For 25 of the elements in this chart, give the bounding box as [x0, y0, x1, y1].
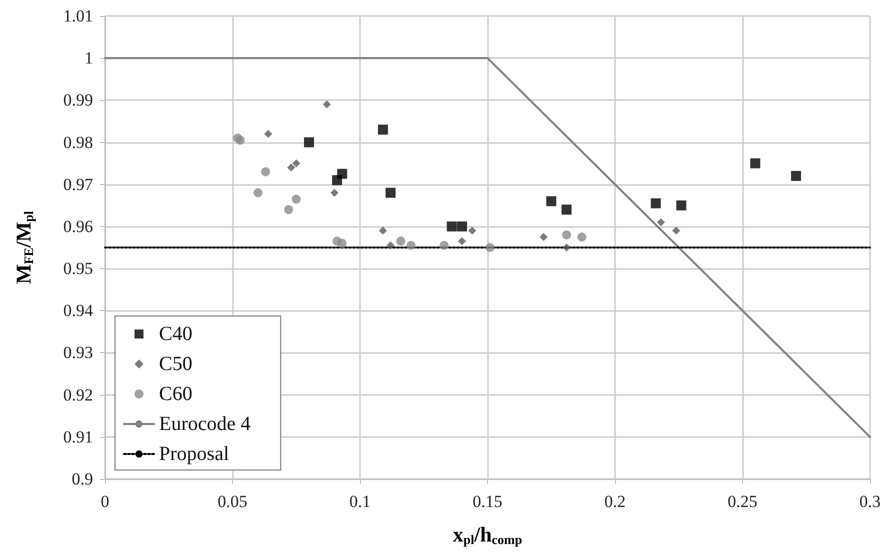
y-tick-label: 1.01: [63, 6, 93, 26]
y-tick-label: 0.9: [72, 470, 93, 488]
x-tick-label: 0.15: [472, 492, 502, 511]
x-tick-label: 0.2: [604, 492, 626, 511]
legend-label: C40: [159, 323, 192, 345]
y-tick-label: 0.92: [63, 385, 93, 404]
y-tick-label: 0.93: [63, 343, 93, 362]
y-tick-label: 0.99: [63, 90, 93, 110]
y-axis-title: MFE/Mpl: [12, 210, 36, 284]
x-tick-label: 0.3: [859, 492, 881, 511]
legend-label: Proposal: [159, 443, 230, 465]
y-tick-label: 0.97: [63, 174, 94, 194]
legend-label: Eurocode 4: [159, 413, 251, 435]
legend-label: C60: [159, 383, 192, 405]
y-tick-label: 0.91: [63, 427, 93, 446]
x-tick-label: 0.25: [728, 492, 758, 511]
y-tick-label: 0.98: [63, 132, 93, 152]
y-tick-label: 0.95: [63, 259, 93, 278]
x-tick-label: 0.05: [218, 492, 248, 511]
y-tick-label: 1: [84, 48, 93, 68]
legend-label: C50: [159, 353, 192, 375]
y-tick-label: 0.96: [63, 216, 93, 236]
y-tick-label: 0.94: [63, 301, 94, 320]
x-tick-label: 0: [100, 492, 110, 511]
x-tick-label: 0.1: [349, 492, 371, 511]
